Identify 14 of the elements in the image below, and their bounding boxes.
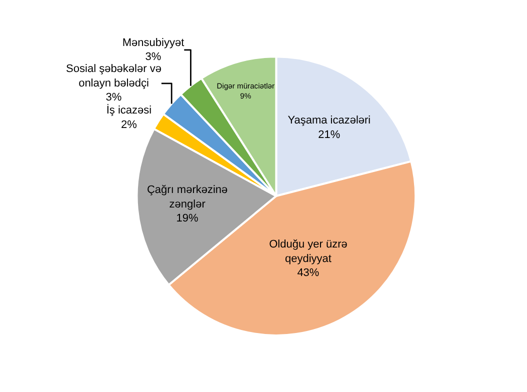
data-label: 9% xyxy=(240,91,252,100)
slice-label: Çağrı mərkəzinə zənglər xyxy=(146,184,228,210)
slice-label: Sosial şəbəkələr və onlayn bələdçi xyxy=(66,63,162,90)
data-label: 3% xyxy=(145,51,162,64)
data-label: 2% xyxy=(121,119,138,132)
data-label: 21% xyxy=(318,128,340,141)
slice-label: Digər müraciətlər xyxy=(216,81,275,90)
slice-label: Mənsubiyyət xyxy=(122,36,184,49)
slice-label: Yaşama icazələri xyxy=(288,114,371,127)
data-label: 3% xyxy=(106,92,122,104)
slice-label: İş icazəsi xyxy=(106,104,152,117)
data-label: 43% xyxy=(297,267,320,280)
slice-label: Olduğu yer üzrə qeydiyyat xyxy=(269,238,348,265)
data-label: 19% xyxy=(176,212,199,225)
